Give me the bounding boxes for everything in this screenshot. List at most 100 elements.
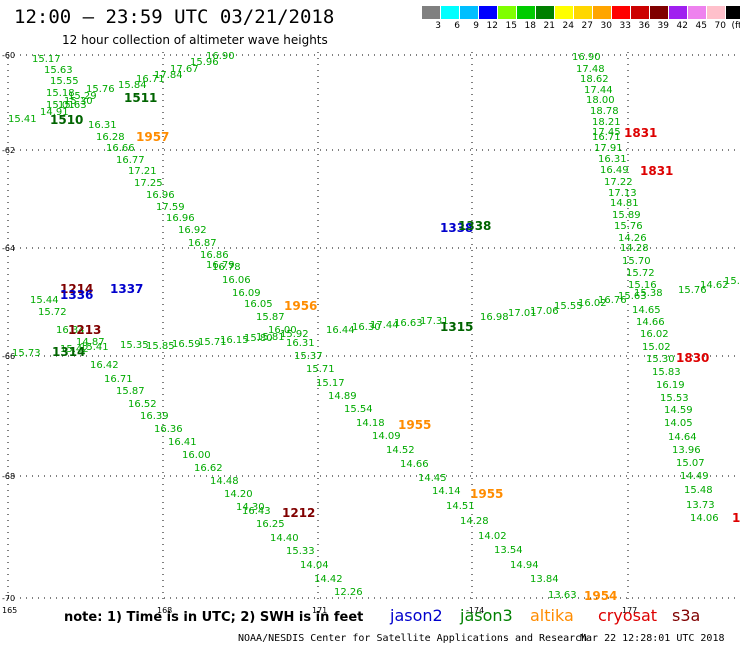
wave-height-value: 16.34 xyxy=(56,325,85,336)
color-scale-label: (ft) xyxy=(731,21,740,31)
credit-line: NOAA/NESDIS Center for Satellite Applica… xyxy=(238,633,588,644)
wave-height-value: 15.44 xyxy=(30,295,59,306)
wave-height-value: 16.77 xyxy=(116,155,145,166)
wave-height-value: 14.06 xyxy=(690,513,719,524)
wave-height-value: 13.63 xyxy=(548,590,577,601)
color-scale-label: 33 xyxy=(619,21,631,31)
wave-height-value: 15.07 xyxy=(676,458,705,469)
map-title: 12:00 — 23:59 UTC 03/21/2018 xyxy=(14,6,335,28)
wave-height-value: 14.66 xyxy=(636,317,665,328)
color-scale-label: 24 xyxy=(562,21,574,31)
wave-height-value: 14.30 xyxy=(236,502,265,513)
color-scale-swatch xyxy=(517,6,536,19)
latitude-label: -62 xyxy=(2,146,15,155)
pass-time-label: 1830 xyxy=(676,351,709,365)
wave-height-value: 18.21 xyxy=(592,117,621,128)
color-scale-swatch xyxy=(669,6,688,19)
color-scale-swatch xyxy=(536,6,555,19)
longitude-labels: 165 168 171 -174 177 xyxy=(2,606,637,615)
wave-height-value: 17.22 xyxy=(604,177,633,188)
wave-height-value: 15.76 xyxy=(678,285,707,296)
pass-time-label: 1212 xyxy=(282,506,315,520)
wave-height-value: 16.02 xyxy=(640,329,669,340)
pass-time-label: 1 xyxy=(732,511,740,525)
wave-height-value: 15.76 xyxy=(86,84,115,95)
wave-height-value: 16.15 xyxy=(220,335,249,346)
longitude-label: -174 xyxy=(466,606,484,615)
wave-height-value: 15.33 xyxy=(286,546,315,557)
wave-height-value: 16.05 xyxy=(244,299,273,310)
color-scale-swatch xyxy=(460,6,479,19)
wave-height-value: 16.02 xyxy=(578,298,607,309)
latitude-label: -64 xyxy=(2,244,15,253)
pass-time-label: 1954 xyxy=(584,589,617,603)
color-scale-swatch xyxy=(688,6,707,19)
wave-height-value: 16.31 xyxy=(88,120,117,131)
wave-height-value: 16.96 xyxy=(166,213,195,224)
wave-height-value: 17.31 xyxy=(420,316,449,327)
wave-height-value: 14.48 xyxy=(210,476,239,487)
wave-height-value: 14.09 xyxy=(372,431,401,442)
wave-height-value: 14.62 xyxy=(700,280,729,291)
wave-height-value: 15.63 xyxy=(58,100,87,111)
longitude-label: 177 xyxy=(622,606,637,615)
wave-height-value: 15.81 xyxy=(256,332,285,343)
wave-height-value: 16.31 xyxy=(286,338,315,349)
latitude-label: -70 xyxy=(2,594,15,603)
wave-height-value: 16.66 xyxy=(106,143,135,154)
color-scale-swatch xyxy=(441,6,460,19)
wave-height-value: 17.84 xyxy=(154,70,183,81)
wave-height-value: 15.48 xyxy=(684,485,713,496)
wave-height-value: 14.64 xyxy=(668,432,697,443)
wave-height-value: 16.78 xyxy=(212,262,241,273)
wave-height-value: 14.04 xyxy=(300,560,329,571)
wave-height-value: 14.42 xyxy=(314,574,343,585)
wave-height-value: 12.26 xyxy=(334,587,363,598)
color-scale-label: 6 xyxy=(454,21,460,31)
wave-height-value: 14.51 xyxy=(446,501,475,512)
color-scale-label: 3 xyxy=(435,21,441,31)
wave-height-value: 16.52 xyxy=(128,399,157,410)
wave-height-value: 15.83 xyxy=(652,367,681,378)
color-scale-label: 18 xyxy=(524,21,536,31)
pass-time-label: 1213 xyxy=(68,323,101,337)
color-scale-label: 36 xyxy=(638,21,650,31)
wave-height-value: 15.02 xyxy=(642,342,671,353)
pass-time-label: 1955 xyxy=(470,487,503,501)
wave-height-value: 15.96 xyxy=(190,57,219,68)
wave-height-value: 16.00 xyxy=(182,450,211,461)
color-scale-swatch xyxy=(555,6,574,19)
pass-time-label: 1831 xyxy=(640,164,673,178)
latitude-label: -68 xyxy=(2,472,15,481)
longitude-label: 171 xyxy=(312,606,327,615)
pass-time-label: 1511 xyxy=(124,91,157,105)
color-scale-swatch xyxy=(498,6,517,19)
wave-height-value: 14.20 xyxy=(224,489,253,500)
wave-height-value: 16.31 xyxy=(598,154,627,165)
wave-height-value: 17.06 xyxy=(530,306,559,317)
latitude-label: -60 xyxy=(2,51,15,60)
wave-height-value: 15.85 xyxy=(146,341,175,352)
pass-time-label: 1214 xyxy=(60,282,93,296)
wave-height-value: 17.01 xyxy=(508,308,537,319)
color-scale-label: 70 xyxy=(714,21,726,31)
wave-height-value: 14.05 xyxy=(664,418,693,429)
wave-height-value: 16.44 xyxy=(326,325,355,336)
wave-height-value: 15.17 xyxy=(32,54,61,65)
wave-height-value: 16.30 xyxy=(352,322,381,333)
wave-height-value: 14.81 xyxy=(610,198,639,209)
wave-height-value: 15.63 xyxy=(618,291,647,302)
wave-height-value: 16.71 xyxy=(136,74,165,85)
wave-height-value: 17.21 xyxy=(128,166,157,177)
wave-height-value: 15.17 xyxy=(316,378,345,389)
wave-height-value: 17.44 xyxy=(584,85,613,96)
wave-height-value: 14.40 xyxy=(270,533,299,544)
wave-height-value: 15.71 xyxy=(306,364,335,375)
wave-height-value: 16.98 xyxy=(480,312,509,323)
color-scale-swatches xyxy=(422,6,740,19)
color-scale-swatch xyxy=(631,6,650,19)
wave-height-value: 17.13 xyxy=(608,188,637,199)
wave-height-value: 16.06 xyxy=(222,275,251,286)
